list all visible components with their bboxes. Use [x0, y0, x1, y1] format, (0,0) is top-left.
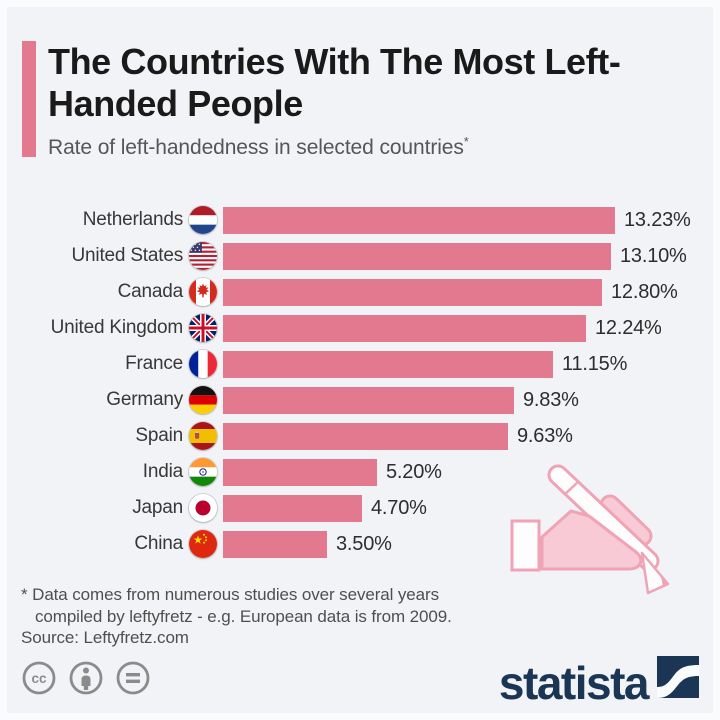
country-label: Japan	[132, 497, 183, 519]
chart-row: Canada 12.80%	[20, 278, 705, 307]
chart-row: China 3.50%	[20, 530, 705, 559]
bar	[223, 422, 508, 450]
chart-row: Japan 4.70%	[20, 494, 705, 523]
flag-spain-icon	[189, 422, 217, 451]
bar-chart: Netherlands 13.23% United States 13.10% …	[20, 206, 705, 559]
creative-commons-license-icons: cc	[21, 658, 151, 703]
chart-row: India 5.20%	[20, 458, 705, 487]
bar-area: 12.80%	[223, 278, 705, 306]
title-accent-bar	[22, 41, 36, 157]
bar-area: 4.70%	[223, 494, 705, 522]
left-hand-writing-illustration	[490, 445, 705, 610]
bar	[223, 278, 602, 306]
flag-germany-icon	[189, 386, 217, 415]
country-label: France	[125, 353, 183, 375]
statista-wordmark: statista	[498, 657, 650, 710]
bar-area: 11.15%	[223, 350, 705, 378]
flag-india-icon	[189, 458, 217, 487]
source-line: Source: Leftyfretz.com	[21, 628, 189, 648]
page-title: The Countries With The Most Left-Handed …	[48, 41, 621, 125]
footnote-line1: * Data comes from numerous studies over …	[21, 585, 439, 605]
page-subtitle: Rate of left-handedness in selected coun…	[48, 134, 668, 160]
footer: cc statista	[21, 656, 699, 710]
chart-row: Spain 9.63%	[20, 422, 705, 451]
bar	[223, 494, 362, 522]
bar-area: 13.10%	[223, 242, 705, 270]
svg-text:cc: cc	[31, 671, 47, 686]
value-label: 3.50%	[336, 532, 392, 555]
bar-area: 3.50%	[223, 530, 705, 558]
flag-united-states-icon	[189, 242, 217, 271]
bar	[223, 206, 615, 234]
attribution-person-icon	[69, 661, 103, 695]
value-label: 12.24%	[595, 316, 662, 339]
bar	[223, 350, 553, 378]
value-label: 9.83%	[523, 388, 579, 411]
bar-area: 13.23%	[223, 206, 705, 234]
value-label: 4.70%	[371, 496, 427, 519]
chart-row: Netherlands 13.23%	[20, 206, 705, 235]
no-derivatives-equals-icon	[116, 661, 150, 695]
header: The Countries With The Most Left-Handed …	[22, 41, 695, 160]
footnote-line2: compiled by leftyfretz - e.g. European d…	[35, 606, 452, 626]
chart-row: France 11.15%	[20, 350, 705, 379]
footnote: * Data comes from numerous studies over …	[21, 584, 693, 648]
country-label: United States	[71, 245, 184, 267]
bar-area: 9.83%	[223, 386, 705, 414]
flag-netherlands-icon	[189, 206, 217, 235]
value-label: 12.80%	[611, 280, 678, 303]
cuff-shape	[510, 519, 541, 572]
subtitle-text: Rate of left-handedness in selected coun…	[48, 136, 464, 160]
country-label: Netherlands	[82, 209, 183, 231]
flag-china-icon	[189, 530, 217, 559]
country-label: Spain	[135, 425, 183, 447]
bar-area: 5.20%	[223, 458, 705, 486]
bar	[223, 530, 327, 558]
statista-logo: statista	[498, 656, 699, 710]
bar-area: 9.63%	[223, 422, 705, 450]
cc-icon: cc	[22, 661, 56, 695]
country-label: Canada	[117, 281, 184, 303]
flag-japan-icon	[189, 494, 217, 523]
chart-row: United Kingdom 12.24%	[20, 314, 705, 343]
bar	[223, 386, 514, 414]
chart-row: United States 13.10%	[20, 242, 705, 271]
country-label: India	[142, 461, 183, 483]
statista-logo-icon	[657, 656, 699, 703]
country-label: Germany	[106, 389, 183, 411]
flag-united-kingdom-icon	[189, 314, 217, 343]
bar	[223, 458, 377, 486]
footnote-marker: *	[463, 134, 469, 150]
value-label: 13.23%	[624, 208, 691, 231]
value-label: 11.15%	[562, 352, 628, 375]
bar-area: 12.24%	[223, 314, 705, 342]
country-label: China	[134, 533, 183, 555]
value-label: 9.63%	[517, 424, 573, 447]
chart-row: Germany 9.83%	[20, 386, 705, 415]
value-label: 5.20%	[386, 460, 442, 483]
value-label: 13.10%	[620, 244, 687, 267]
flag-france-icon	[189, 350, 217, 379]
country-label: United Kingdom	[50, 317, 184, 339]
bar	[223, 314, 586, 342]
bar	[223, 242, 611, 270]
flag-canada-icon	[189, 278, 217, 307]
